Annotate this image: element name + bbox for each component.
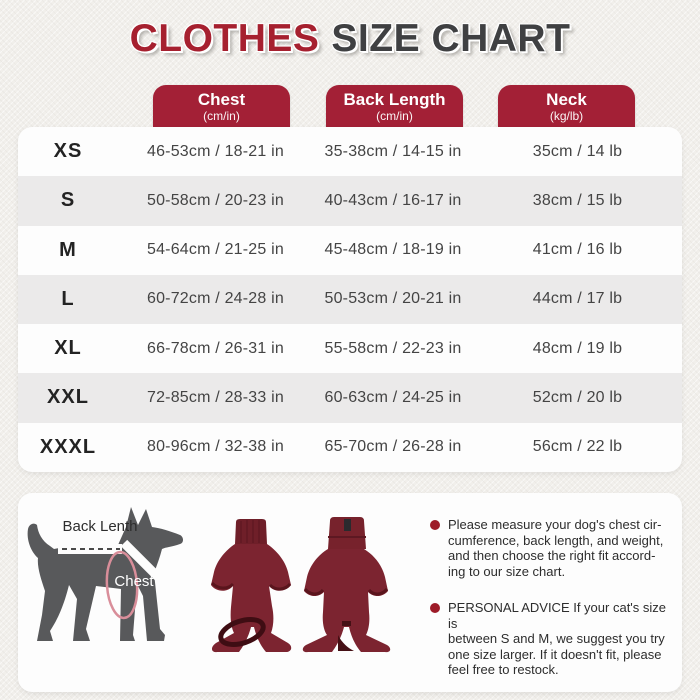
table-row-xl: XL 66-78cm / 26-31 in 55-58cm / 22-23 in…	[18, 324, 682, 373]
chest-value: 72-85cm / 28-33 in	[146, 388, 284, 406]
table-row-s: S 50-58cm / 20-23 in 40-43cm / 16-17 in …	[18, 176, 682, 226]
table-row-l: L 60-72cm / 24-28 in 50-53cm / 20-21 in …	[18, 274, 682, 325]
size-table: XS 46-53cm / 18-21 in 35-38cm / 14-15 in…	[18, 127, 682, 472]
bullet-icon	[430, 520, 440, 530]
chest-value: 60-72cm / 24-28 in	[146, 290, 284, 308]
back-length-value: 65-70cm / 26-28 in	[324, 438, 462, 456]
chest-value: 80-96cm / 32-38 in	[146, 438, 284, 456]
title-word-clothes: CLOTHES	[129, 17, 320, 60]
table-row-xxxl: XXXL 80-96cm / 32-38 in 65-70cm / 26-28 …	[18, 423, 682, 472]
table-row-xs: XS 46-53cm / 18-21 in 35-38cm / 14-15 in…	[18, 127, 682, 176]
column-header-neck: Neck (kg/lb)	[498, 85, 635, 127]
size-label: L	[61, 287, 75, 310]
size-label: XL	[54, 337, 82, 360]
neck-value: 41cm / 16 lb	[532, 241, 623, 259]
size-label: S	[60, 189, 76, 212]
column-header-unit: (kg/lb)	[549, 109, 584, 123]
size-label: M	[59, 238, 77, 261]
page-title: CLOTHES SIZE CHART	[0, 16, 700, 62]
note-item-personal-advice: PERSONAL ADVICE If your cat's size is be…	[430, 600, 674, 678]
neck-value: 38cm / 15 lb	[532, 191, 623, 209]
size-label: XS	[53, 140, 83, 163]
chest-label: Chest	[114, 573, 154, 590]
column-header-chest: Chest (cm/in)	[153, 85, 290, 127]
dog-pajamas-front-image	[210, 519, 292, 653]
note-item-measure: Please measure your dog's chest cir- cum…	[430, 517, 674, 579]
back-length-value: 45-48cm / 18-19 in	[324, 241, 462, 259]
column-header-label: Neck	[546, 90, 587, 109]
neck-value: 52cm / 20 lb	[532, 388, 623, 406]
chest-value: 50-58cm / 20-23 in	[146, 191, 284, 209]
chest-value: 66-78cm / 26-31 in	[146, 339, 284, 357]
back-length-value: 55-58cm / 22-23 in	[324, 339, 462, 357]
neck-value: 56cm / 22 lb	[532, 438, 623, 456]
info-panel: Back Lenth Chest Please measure your dog…	[18, 493, 682, 692]
back-length-value: 60-63cm / 24-25 in	[324, 388, 462, 406]
dog-measurement-diagram: Back Lenth Chest	[24, 501, 224, 659]
chest-value: 54-64cm / 21-25 in	[146, 241, 284, 259]
column-header-label: Chest	[197, 90, 246, 109]
table-row-xxl: XXL 72-85cm / 28-33 in 60-63cm / 24-25 i…	[18, 373, 682, 423]
column-header-label: Back Length	[343, 90, 446, 109]
neck-value: 35cm / 14 lb	[532, 142, 623, 160]
notes: Please measure your dog's chest cir- cum…	[430, 517, 674, 678]
neck-value: 48cm / 19 lb	[532, 339, 623, 357]
neck-value: 44cm / 17 lb	[532, 290, 623, 308]
column-header-back-length: Back Length (cm/in)	[326, 85, 463, 127]
chest-value: 46-53cm / 18-21 in	[146, 142, 284, 160]
back-length-label: Back Lenth	[62, 518, 138, 535]
title-word-size-chart: SIZE CHART	[331, 17, 571, 60]
table-row-m: M 54-64cm / 21-25 in 45-48cm / 18-19 in …	[18, 226, 682, 275]
size-label: XXXL	[39, 435, 97, 458]
back-length-value: 40-43cm / 16-17 in	[324, 191, 462, 209]
dog-silhouette-icon	[27, 507, 183, 641]
bullet-icon	[430, 603, 440, 613]
column-header-unit: (cm/in)	[203, 109, 240, 123]
back-length-value: 50-53cm / 20-21 in	[324, 290, 462, 308]
column-header-unit: (cm/in)	[376, 109, 413, 123]
dog-pajamas-back-image	[302, 517, 391, 653]
size-label: XXL	[47, 386, 89, 409]
note-text: Please measure your dog's chest cir- cum…	[448, 517, 664, 579]
back-length-value: 35-38cm / 14-15 in	[324, 142, 462, 160]
note-text: PERSONAL ADVICE If your cat's size is be…	[448, 600, 667, 677]
